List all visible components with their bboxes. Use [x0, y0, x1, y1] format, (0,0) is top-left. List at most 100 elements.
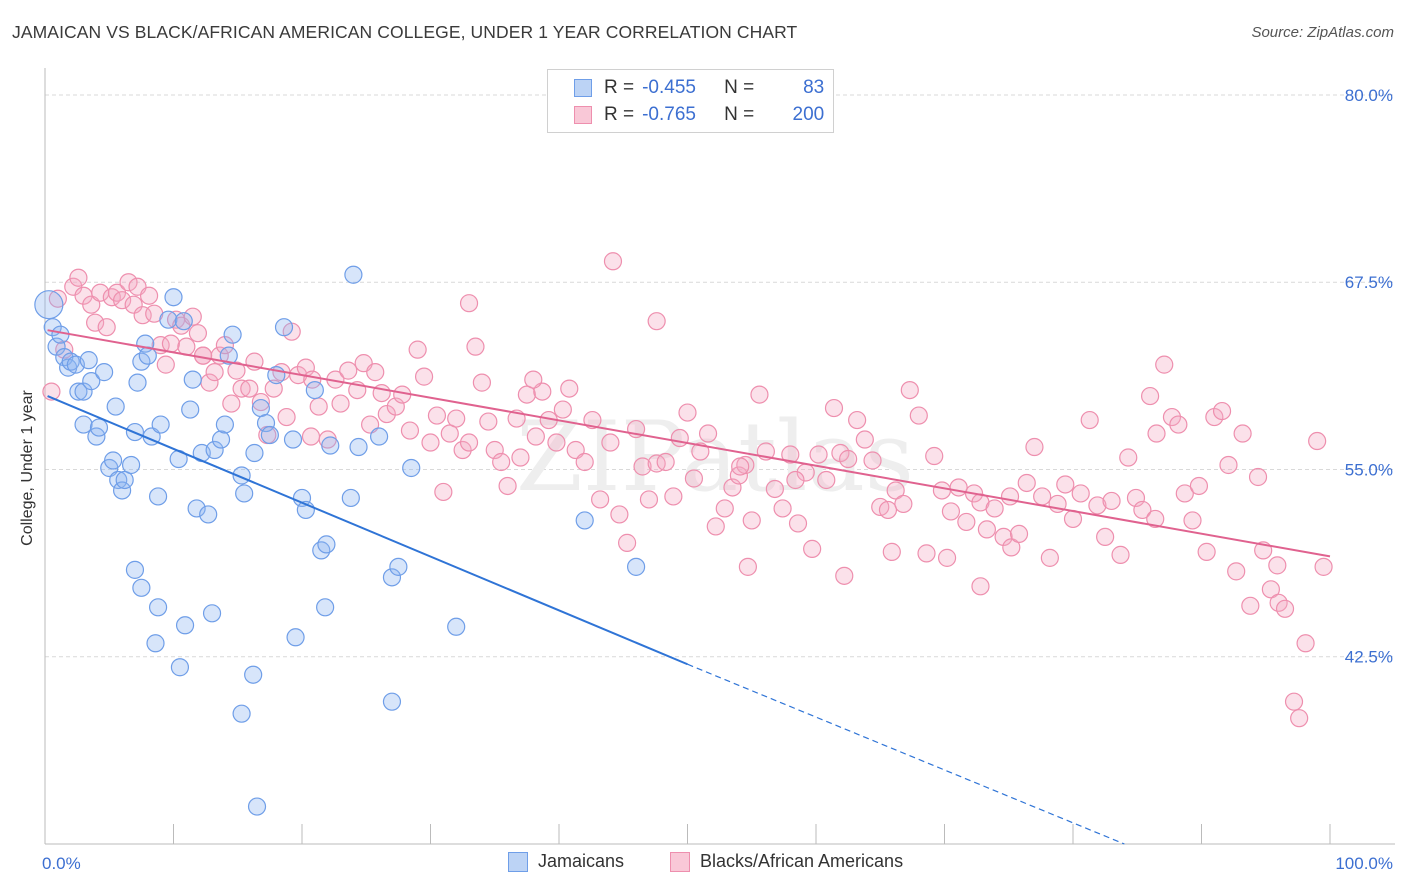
data-point-jamaicans	[205, 440, 224, 460]
data-point-blacks	[408, 340, 427, 359]
data-point-blacks	[1096, 527, 1115, 547]
data-point-blacks	[941, 502, 961, 521]
data-point-blacks	[156, 355, 175, 374]
data-point-blacks	[339, 361, 358, 380]
axes	[44, 68, 1395, 845]
data-point-blacks	[1071, 484, 1090, 503]
data-point-blacks	[925, 446, 944, 466]
data-point-blacks	[863, 451, 882, 470]
legend-row-blacks: R = -0.765 N = 200	[548, 101, 824, 129]
data-point-blacks	[301, 427, 321, 446]
data-point-blacks	[479, 412, 498, 431]
data-point-jamaicans	[245, 443, 264, 463]
legend-item-jamaicans[interactable]: Jamaicans	[508, 851, 624, 872]
data-point-blacks	[42, 382, 61, 401]
data-point-blacks	[1175, 484, 1194, 503]
data-point-blacks	[1155, 355, 1174, 374]
data-point-jamaicans	[187, 499, 206, 518]
data-point-blacks	[1219, 455, 1238, 475]
data-point-jamaicans	[79, 351, 98, 370]
data-point-blacks	[817, 470, 836, 490]
data-point-blacks	[937, 548, 957, 567]
data-point-jamaicans	[109, 470, 128, 490]
data-point-blacks	[1261, 580, 1280, 599]
data-point-jamaicans	[370, 427, 389, 446]
data-point-blacks	[553, 400, 572, 419]
data-point-blacks	[618, 533, 637, 552]
series-jamaicans	[34, 265, 646, 816]
data-point-blacks	[781, 445, 800, 464]
data-point-blacks	[715, 499, 734, 518]
legend-item-blacks[interactable]: Blacks/African Americans	[670, 851, 903, 872]
legend-swatch-blacks	[670, 851, 690, 872]
data-point-jamaicans	[74, 415, 93, 434]
y-tick-label: 80.0%	[1345, 86, 1393, 105]
data-point-jamaicans	[164, 288, 183, 307]
data-point-blacks	[133, 306, 152, 325]
data-point-blacks	[86, 313, 105, 332]
data-point-blacks	[1009, 524, 1029, 544]
data-point-blacks	[1033, 487, 1052, 506]
data-point-blacks	[591, 490, 610, 509]
data-point-blacks	[1000, 487, 1020, 506]
data-point-blacks	[64, 277, 83, 296]
data-point-jamaicans	[128, 373, 147, 392]
data-point-blacks	[1241, 596, 1260, 615]
legend-n-value: 83	[803, 77, 825, 98]
chart-title: JAMAICAN VS BLACK/AFRICAN AMERICAN COLLE…	[12, 22, 798, 42]
data-point-blacks	[1308, 431, 1327, 451]
data-point-jamaicans	[283, 430, 303, 449]
data-point-jamaicans	[389, 557, 408, 576]
trend-line-jamaicans	[47, 395, 688, 666]
data-point-jamaicans	[223, 325, 242, 344]
data-point-blacks	[932, 481, 952, 500]
data-point-jamaicans	[148, 598, 168, 617]
data-point-blacks	[824, 398, 844, 418]
data-point-blacks	[1197, 542, 1216, 561]
data-point-jamaicans	[202, 604, 222, 623]
data-point-jamaicans	[274, 318, 294, 337]
data-point-blacks	[277, 407, 296, 427]
data-point-blacks	[1248, 467, 1268, 487]
data-point-blacks	[742, 511, 761, 530]
data-point-blacks	[1080, 410, 1099, 430]
data-point-blacks	[706, 517, 725, 536]
data-point-jamaicans	[244, 665, 263, 684]
data-point-blacks	[427, 406, 447, 425]
y-tick-label: 67.5%	[1345, 273, 1393, 292]
data-point-jamaicans	[447, 617, 466, 636]
data-point-blacks	[560, 379, 579, 398]
data-point-blacks	[472, 373, 491, 392]
data-point-jamaicans	[235, 484, 254, 503]
data-point-blacks	[684, 469, 704, 488]
gridlines	[45, 94, 1395, 658]
data-point-jamaicans	[132, 578, 151, 597]
data-point-blacks	[1025, 437, 1044, 457]
legend-swatch-jamaicans	[508, 851, 528, 872]
y-tick-label: 42.5%	[1345, 648, 1393, 667]
trend-lines	[47, 329, 1331, 845]
legend-n-label: N =	[724, 104, 755, 125]
legend-label-blacks: Blacks/African Americans	[700, 851, 904, 871]
data-point-jamaicans	[170, 658, 190, 677]
data-point-jamaicans	[215, 415, 234, 434]
data-point-blacks	[985, 499, 1004, 518]
data-point-blacks	[1212, 401, 1232, 421]
legend-swatch-blacks	[574, 106, 592, 124]
data-point-jamaicans	[106, 397, 125, 416]
data-point-blacks	[188, 324, 208, 343]
data-point-blacks	[161, 334, 181, 353]
data-point-blacks	[1088, 496, 1107, 515]
data-point-blacks	[1284, 692, 1304, 711]
data-point-jamaicans	[286, 628, 305, 647]
data-point-blacks	[1119, 448, 1138, 467]
tick-labels: 80.0% 67.5% 55.0% 42.5% 0.0% 100.0%	[42, 86, 1393, 873]
data-point-blacks	[1102, 491, 1121, 511]
data-point-jamaicans	[112, 481, 132, 500]
series-legend: Jamaicans Blacks/African Americans	[0, 851, 1406, 879]
data-point-jamaicans	[146, 634, 165, 653]
data-point-blacks	[240, 379, 259, 398]
legend-n-value: 200	[792, 104, 825, 125]
data-point-jamaicans	[256, 413, 276, 433]
